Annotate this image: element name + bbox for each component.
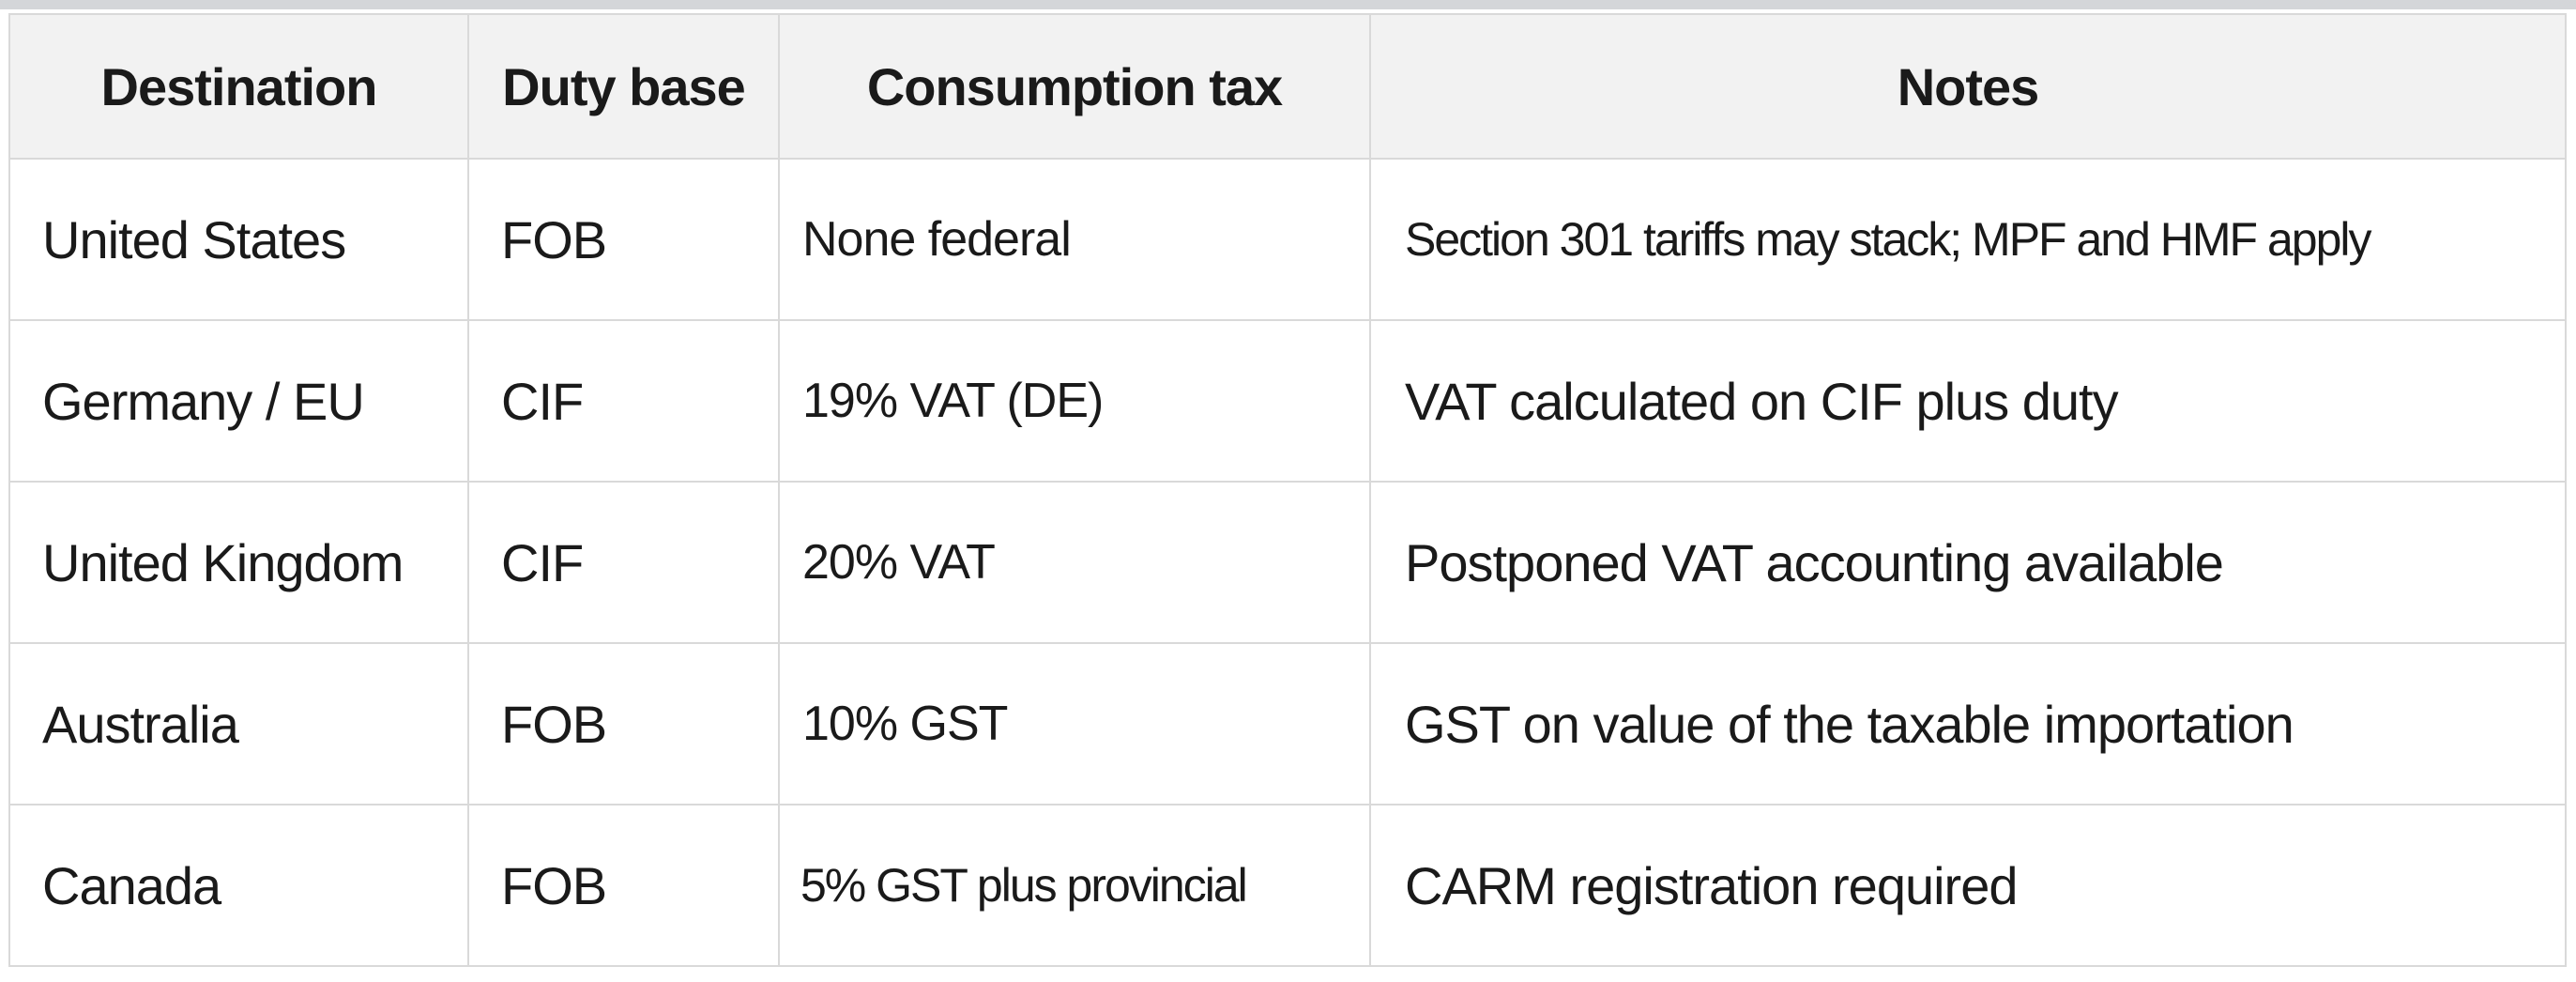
table-row: Germany / EU CIF 19% VAT (DE) VAT calculate…: [8, 319, 2567, 483]
table-cell: 20% VAT: [778, 481, 1371, 644]
table-cell: United Kingdom: [8, 481, 469, 644]
header-row: Destination Duty base Consumption tax No…: [8, 13, 2567, 160]
table-cell: GST on value of the taxable importation: [1369, 642, 2567, 806]
column-header: Destination: [8, 13, 469, 160]
column-header: Consumption tax: [778, 13, 1371, 160]
table-cell: 19% VAT (DE): [778, 319, 1371, 483]
table-cell: United States: [8, 158, 469, 321]
table-cell: Australia: [8, 642, 469, 806]
top-bar: [0, 0, 2576, 9]
table-cell: Germany / EU: [8, 319, 469, 483]
table-cell: 5% GST plus provincial: [778, 804, 1371, 967]
table-cell: 10% GST: [778, 642, 1371, 806]
table-cell: Canada: [8, 804, 469, 967]
table-cell: CARM registration required: [1369, 804, 2567, 967]
table-cell: FOB: [467, 158, 780, 321]
table-cell: FOB: [467, 642, 780, 806]
column-header: Duty base: [467, 13, 780, 160]
table-cell: Section 301 tariffs may stack; MPF and H…: [1369, 158, 2567, 321]
table-cell: None federal: [778, 158, 1371, 321]
table-row: United Kingdom CIF 20% VAT Postponed VAT ac…: [8, 481, 2567, 644]
table-cell: VAT calculated on CIF plus duty: [1369, 319, 2567, 483]
table-cell: Postponed VAT accounting available: [1369, 481, 2567, 644]
table-cell: FOB: [467, 804, 780, 967]
table-row: United States FOB None federal Section 301 …: [8, 158, 2567, 321]
table-cell: CIF: [467, 481, 780, 644]
column-header: Notes: [1369, 13, 2567, 160]
table-row: Canada FOB 5% GST plus provincial CARM regi…: [8, 804, 2567, 967]
table-cell: CIF: [467, 319, 780, 483]
table-row: Australia FOB 10% GST GST on value of the t…: [8, 642, 2567, 806]
tax-table: Destination Duty base Consumption tax No…: [8, 13, 2567, 967]
table-body: United States FOB None federal Section 301 …: [8, 158, 2567, 967]
